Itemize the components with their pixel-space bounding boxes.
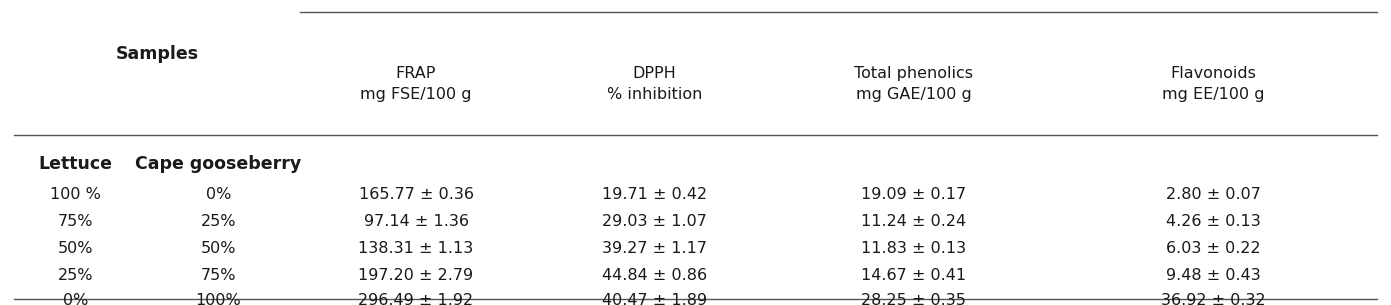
Text: 197.20 ± 2.79: 197.20 ± 2.79: [359, 267, 473, 282]
Text: FRAP
mg FSE/100 g: FRAP mg FSE/100 g: [360, 66, 472, 102]
Text: 14.67 ± 0.41: 14.67 ± 0.41: [861, 267, 967, 282]
Text: Total phenolics
mg GAE/100 g: Total phenolics mg GAE/100 g: [854, 66, 974, 102]
Text: 9.48 ± 0.43: 9.48 ± 0.43: [1166, 267, 1260, 282]
Text: Cape gooseberry: Cape gooseberry: [135, 156, 302, 174]
Text: 0%: 0%: [206, 187, 231, 202]
Text: 11.83 ± 0.13: 11.83 ± 0.13: [861, 241, 967, 256]
Text: 25%: 25%: [57, 267, 93, 282]
Text: Lettuce: Lettuce: [39, 156, 113, 174]
Text: 25%: 25%: [200, 214, 236, 229]
Text: 50%: 50%: [57, 241, 93, 256]
Text: 0%: 0%: [63, 293, 88, 305]
Text: 165.77 ± 0.36: 165.77 ± 0.36: [359, 187, 473, 202]
Text: 36.92 ± 0.32: 36.92 ± 0.32: [1161, 293, 1266, 305]
Text: 28.25 ± 0.35: 28.25 ± 0.35: [861, 293, 965, 305]
Text: 75%: 75%: [200, 267, 236, 282]
Text: 39.27 ± 1.17: 39.27 ± 1.17: [602, 241, 707, 256]
Text: 19.71 ± 0.42: 19.71 ± 0.42: [602, 187, 707, 202]
Text: 100%: 100%: [196, 293, 241, 305]
Text: 97.14 ± 1.36: 97.14 ± 1.36: [363, 214, 469, 229]
Text: 4.26 ± 0.13: 4.26 ± 0.13: [1166, 214, 1260, 229]
Text: 44.84 ± 0.86: 44.84 ± 0.86: [602, 267, 707, 282]
Text: 11.24 ± 0.24: 11.24 ± 0.24: [861, 214, 967, 229]
Text: 100 %: 100 %: [50, 187, 100, 202]
Text: Samples: Samples: [115, 45, 199, 63]
Text: 75%: 75%: [57, 214, 93, 229]
Text: 296.49 ± 1.92: 296.49 ± 1.92: [359, 293, 473, 305]
Text: 29.03 ± 1.07: 29.03 ± 1.07: [602, 214, 707, 229]
Text: 50%: 50%: [200, 241, 236, 256]
Text: 19.09 ± 0.17: 19.09 ± 0.17: [861, 187, 967, 202]
Text: 2.80 ± 0.07: 2.80 ± 0.07: [1166, 187, 1262, 202]
Text: 40.47 ± 1.89: 40.47 ± 1.89: [602, 293, 707, 305]
Text: 138.31 ± 1.13: 138.31 ± 1.13: [359, 241, 474, 256]
Text: DPPH
% inhibition: DPPH % inhibition: [606, 66, 702, 102]
Text: 6.03 ± 0.22: 6.03 ± 0.22: [1166, 241, 1260, 256]
Text: Flavonoids
mg EE/100 g: Flavonoids mg EE/100 g: [1163, 66, 1264, 102]
